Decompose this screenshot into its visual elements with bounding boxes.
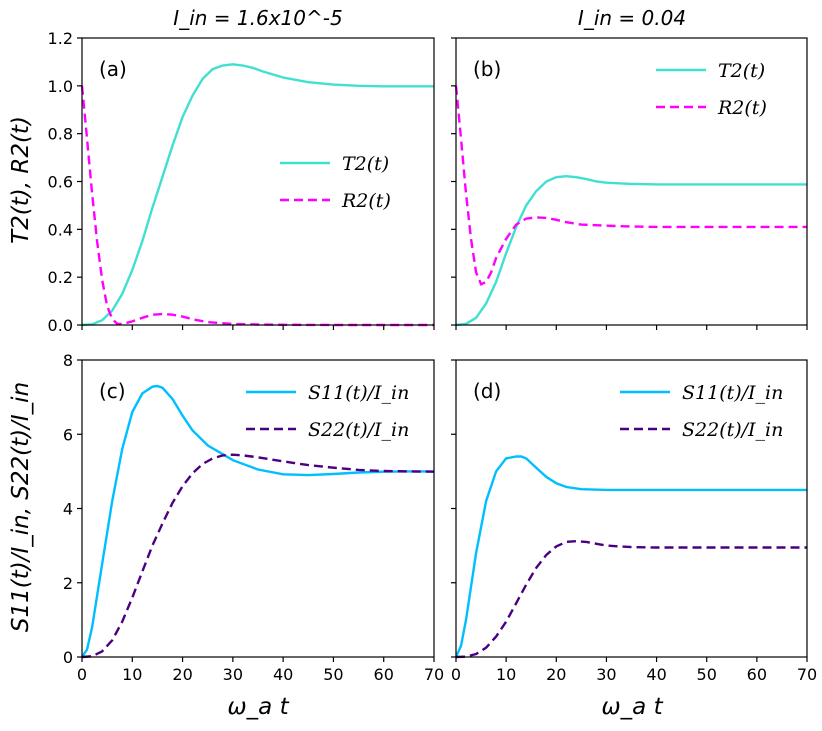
x-axis-label-left: ω_a t [227, 694, 289, 720]
x-tick-label: 10 [122, 665, 142, 684]
y-tick-label: 8 [63, 351, 73, 370]
x-tick-label: 30 [223, 665, 243, 684]
legend-label: S11(t)/I_in [308, 382, 409, 404]
x-tick-label: 10 [496, 665, 516, 684]
axes-frame [81, 37, 435, 326]
y-tick-label: 2 [63, 574, 73, 593]
panel-tag: (b) [473, 57, 501, 81]
series-line-a [455, 174, 807, 327]
x-tick-label: 30 [596, 665, 616, 684]
x-tick-label: 70 [797, 665, 817, 684]
y-tick-label: 0.6 [48, 173, 73, 192]
x-tick-label: 0 [451, 665, 461, 684]
y-tick-label: 6 [63, 425, 73, 444]
y-tick-label: 0.2 [48, 268, 73, 287]
panel-tag: (d) [473, 379, 501, 403]
x-tick-label: 50 [697, 665, 717, 684]
legend-label: R2(t) [341, 190, 391, 212]
y-tick-label: 0.4 [48, 220, 73, 239]
series-line-a [81, 63, 434, 327]
column-title-right: I_in = 0.04 [578, 6, 686, 30]
x-tick-label: 50 [323, 665, 343, 684]
y-tick-label: 4 [63, 500, 73, 519]
series-line-a [454, 455, 807, 658]
y-tick-label: 1.0 [48, 77, 73, 96]
panel-c: 0 10 20 30 40 50 60 70 0 2 4 6 8 (c) S11(t)/I_in S22(t)… [63, 351, 444, 684]
x-tick-label: 40 [273, 665, 293, 684]
legend-label: S11(t)/I_in [682, 382, 783, 404]
x-tick-label: 60 [747, 665, 767, 684]
series-line-b [81, 453, 435, 659]
series-line-a [81, 384, 434, 658]
legend-label: T2(t) [718, 60, 765, 82]
x-tick-label: 70 [424, 665, 444, 684]
series-line-b [455, 539, 807, 659]
panel-b: (b) T2(t) R2(t) [451, 37, 808, 330]
x-tick-label: 20 [172, 665, 192, 684]
y-tick-label: 0.8 [48, 125, 73, 144]
axes-frame [81, 359, 435, 658]
x-tick-label: 40 [646, 665, 666, 684]
axes-frame [455, 359, 808, 658]
x-tick-label: 60 [374, 665, 394, 684]
x-tick-label: 20 [546, 665, 566, 684]
legend-label: S22(t)/I_in [308, 419, 409, 441]
top-y-axis-label: T2(t), R2(t) [8, 116, 34, 244]
y-tick-label: 0.0 [48, 316, 73, 335]
y-tick-label: 0 [63, 648, 73, 667]
bottom-y-axis-label: S11(t)/I_in, S22(t)/I_in [8, 382, 34, 632]
x-axis-label-right: ω_a t [601, 694, 663, 720]
legend-label: T2(t) [342, 153, 389, 175]
panel-tag: (a) [99, 57, 127, 81]
x-tick-label: 0 [77, 665, 87, 684]
column-title-left: I_in = 1.6x10^-5 [173, 6, 342, 30]
panel-d: 0 10 20 30 40 50 60 70 (d) S11(t)/I_in S22(t)/I_in [451, 359, 817, 684]
panel-a: 0.0 0.2 0.4 0.6 0.8 1.0 1.2 (a) T2(t) R2(t) [48, 29, 435, 335]
y-tick-label: 1.2 [48, 29, 73, 48]
legend-label: S22(t)/I_in [682, 419, 783, 441]
panel-tag: (c) [99, 379, 126, 403]
legend-label: R2(t) [717, 97, 767, 119]
series-line-b [454, 85, 807, 286]
